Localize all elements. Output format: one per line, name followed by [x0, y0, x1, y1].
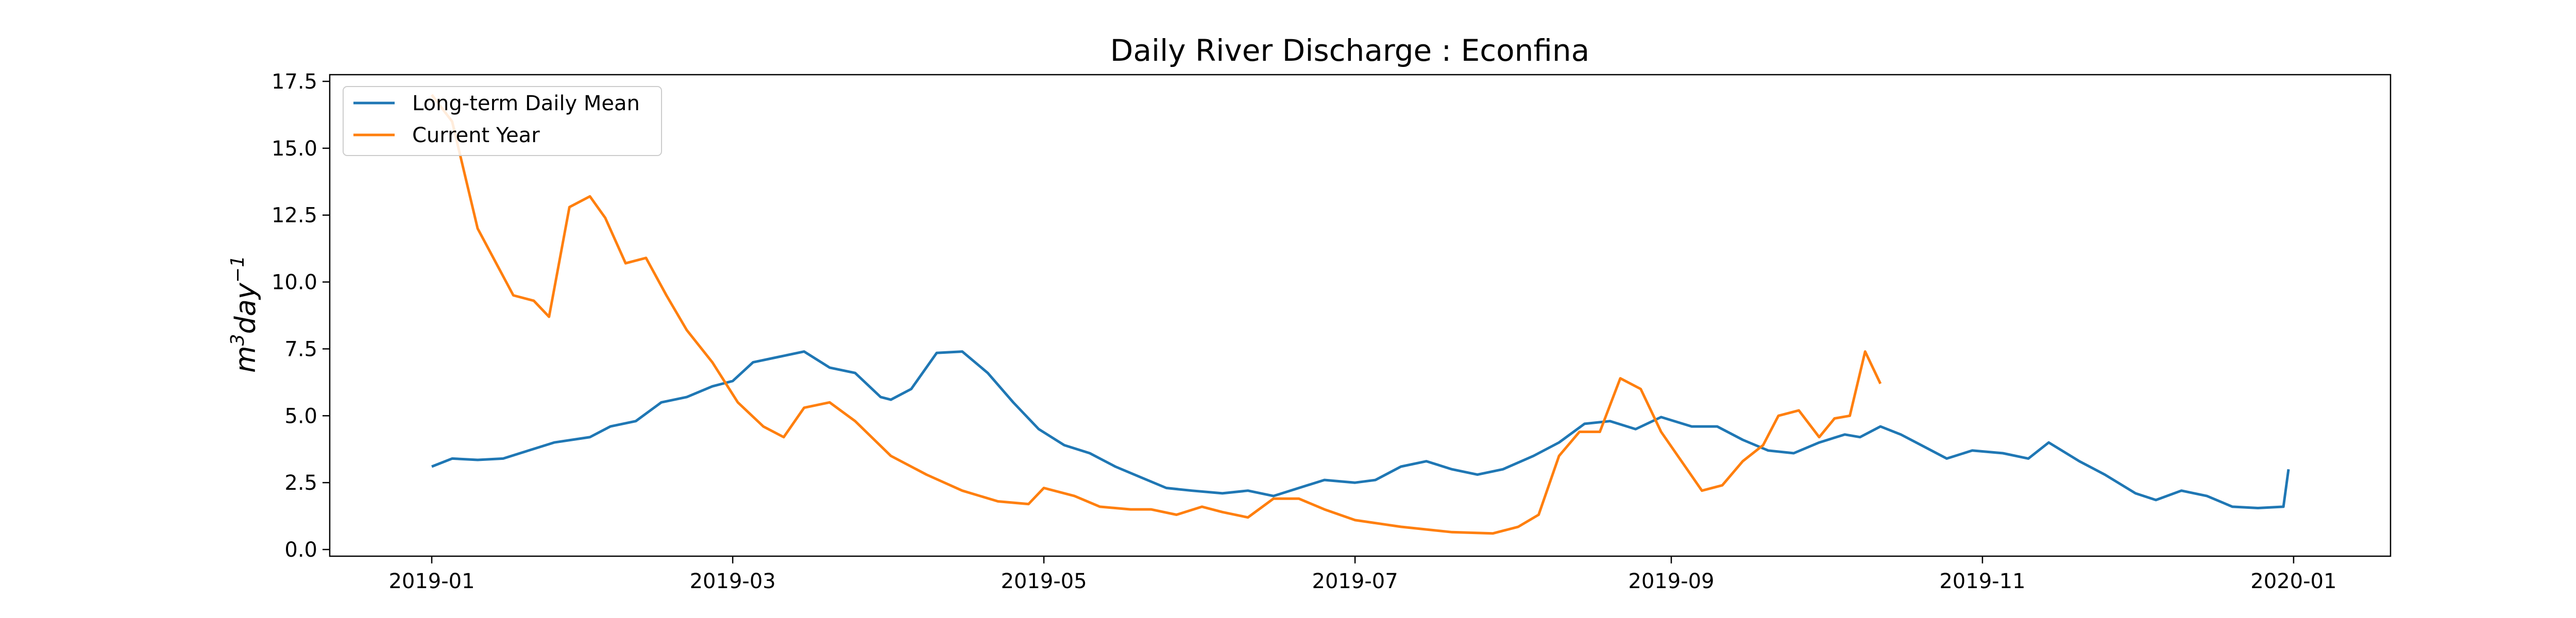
y-tick-label: 15.0 [272, 137, 317, 161]
x-tick-label: 2019-01 [388, 570, 474, 593]
y-tick-label: 7.5 [284, 337, 317, 361]
y-axis-ticks: 0.0 2.5 5.0 7.5 10.0 12.5 15.0 17.5 [272, 70, 330, 562]
y-axis-label-day: day [229, 282, 262, 334]
legend: Long-term Daily Mean Current Year [343, 86, 662, 156]
x-tick-label: 2019-09 [1628, 570, 1714, 593]
y-axis-label-m-sup: 3 [227, 334, 248, 346]
y-tick-label: 2.5 [284, 471, 317, 495]
x-tick-label: 2020-01 [2250, 570, 2336, 593]
series-layer [431, 94, 2290, 535]
chart-title: Daily River Discharge : Econfina [1110, 33, 1589, 68]
series-line-long-term-daily-mean [431, 350, 2290, 509]
x-tick-label: 2019-07 [1312, 570, 1398, 593]
legend-label: Current Year [412, 124, 540, 147]
y-tick-label: 12.5 [272, 204, 317, 228]
x-tick-label: 2019-05 [1001, 570, 1087, 593]
series-line-current-year [431, 94, 1882, 535]
y-tick-label: 10.0 [272, 271, 317, 295]
y-tick-label: 17.5 [272, 70, 317, 94]
y-axis-label-day-sup: −1 [227, 255, 248, 283]
x-tick-label: 2019-11 [1939, 570, 2025, 593]
legend-label: Long-term Daily Mean [412, 92, 640, 115]
x-axis-ticks: 2019-01 2019-03 2019-05 2019-07 2019-09 2019-… [388, 556, 2336, 593]
y-tick-label: 5.0 [284, 404, 317, 428]
y-tick-label: 0.0 [284, 538, 317, 562]
y-axis-label-m: m [229, 346, 262, 373]
x-tick-label: 2019-03 [690, 570, 776, 593]
legend-box [343, 86, 662, 156]
plot-frame [329, 74, 2392, 557]
y-axis-label: m3day−1 [227, 255, 262, 373]
